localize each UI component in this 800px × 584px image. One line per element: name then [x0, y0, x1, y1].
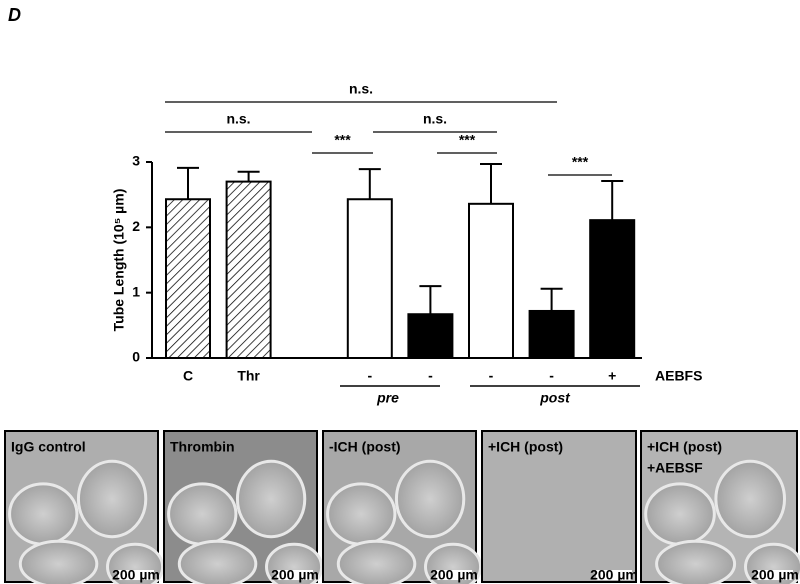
cell-texture — [76, 459, 148, 539]
panel-label: -ICH (post) — [329, 439, 401, 455]
significance-label: *** — [334, 132, 351, 148]
significance-label: n.s. — [423, 111, 447, 127]
significance-label: n.s. — [349, 81, 373, 97]
bar — [468, 202, 514, 359]
scale-box — [757, 570, 793, 580]
scale-label: 200 µm — [112, 567, 160, 583]
scale-box — [436, 570, 472, 580]
cell-texture — [714, 459, 787, 539]
image-panels: IgG control 200 µm Thrombin 200 µm -ICH (pos… — [4, 430, 800, 584]
row-label: AEBFS — [655, 368, 702, 384]
y-tick-label: 3 — [132, 153, 140, 169]
cell-texture — [8, 482, 79, 546]
bar — [225, 180, 272, 359]
micrograph — [481, 430, 637, 583]
bar — [528, 309, 575, 359]
scale-label: 200 µm — [590, 567, 638, 583]
cell-texture — [18, 539, 99, 584]
group-label: pre — [376, 390, 399, 406]
cell-texture — [644, 482, 716, 546]
cell-texture — [326, 482, 397, 546]
panel-label: +AEBSF — [647, 460, 703, 476]
scale-box — [118, 570, 154, 580]
group-label: post — [539, 390, 571, 406]
x-tick-label: - — [367, 368, 372, 384]
x-tick-label: Thr — [237, 368, 260, 384]
cell-texture — [235, 459, 307, 539]
significance-label: *** — [572, 154, 589, 170]
x-tick-label: C — [183, 368, 193, 384]
panel-label: IgG control — [11, 439, 86, 455]
bar — [407, 313, 454, 359]
y-axis-title: Tube Length (10⁵ µm) — [111, 189, 127, 332]
cell-texture — [167, 482, 238, 546]
x-tick-label: - — [428, 368, 433, 384]
panel-label: +ICH (post) — [488, 439, 563, 455]
x-tick-label: - — [549, 368, 554, 384]
scale-label: 200 µm — [430, 567, 478, 583]
panel-letter: D — [8, 5, 21, 25]
panel-label: Thrombin — [170, 439, 235, 455]
scale-label: 200 µm — [751, 567, 799, 583]
cell-texture — [655, 539, 737, 584]
scale-box — [277, 570, 313, 580]
scale-box — [596, 570, 632, 580]
bar — [165, 198, 211, 359]
x-tick-label: - — [489, 368, 494, 384]
cell-texture — [394, 459, 466, 539]
y-tick-label: 1 — [132, 283, 140, 299]
significance-label: *** — [459, 132, 476, 148]
bar — [346, 198, 393, 359]
bar — [589, 219, 636, 359]
x-tick-label: + — [608, 368, 616, 384]
scale-label: 200 µm — [271, 567, 319, 583]
panel-label: +ICH (post) — [647, 439, 722, 455]
cell-texture — [177, 539, 258, 584]
cell-texture — [336, 539, 417, 584]
y-tick-label: 0 — [132, 349, 140, 365]
y-tick-label: 2 — [132, 218, 140, 234]
significance-label: n.s. — [226, 111, 250, 127]
